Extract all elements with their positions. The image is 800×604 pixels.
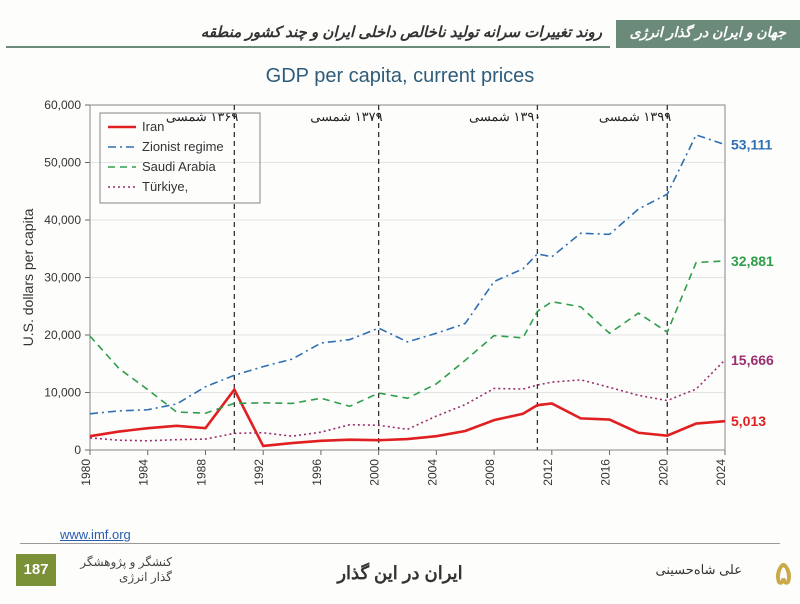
series-end-label: 15,666 <box>731 352 774 368</box>
x-tick-label: 2008 <box>483 459 497 486</box>
reference-label: ۱۳۶۹ شمسی <box>166 109 238 124</box>
y-tick-label: 30,000 <box>44 271 81 285</box>
y-tick-label: 0 <box>74 443 81 457</box>
x-tick-label: 2000 <box>368 459 382 486</box>
legend-label: Iran <box>142 119 164 134</box>
series-line <box>90 135 725 414</box>
header-tab-right: جهان و ایران در گذار انرژی <box>616 20 800 48</box>
y-tick-label: 50,000 <box>44 156 81 170</box>
x-tick-label: 1988 <box>194 459 208 486</box>
x-tick-label: 2020 <box>656 459 670 486</box>
series-line <box>90 261 725 413</box>
y-tick-label: 40,000 <box>44 213 81 227</box>
x-tick-label: 2012 <box>541 459 555 486</box>
author-name: علی شاه‌حسینی <box>656 562 743 578</box>
x-tick-label: 2016 <box>599 459 613 486</box>
header-tab-left: روند تغییرات سرانه تولید ناخالص داخلی ای… <box>6 20 610 48</box>
y-tick-label: 10,000 <box>44 386 81 400</box>
x-tick-label: 1980 <box>79 459 93 486</box>
x-tick-label: 2024 <box>714 459 728 486</box>
y-axis-label: U.S. dollars per capita <box>20 208 36 346</box>
source-link[interactable]: www.imf.org <box>60 527 131 542</box>
y-tick-label: 60,000 <box>44 98 81 112</box>
x-tick-label: 1992 <box>252 459 266 486</box>
slide-number: ۵ <box>775 554 792 592</box>
x-tick-label: 1996 <box>310 459 324 486</box>
legend-label: Saudi Arabia <box>142 159 216 174</box>
series-end-label: 53,111 <box>731 137 772 153</box>
chart-title: GDP per capita, current prices <box>266 65 535 87</box>
reference-label: ۱۳۷۹ شمسی <box>310 109 382 124</box>
legend-label: Türkiye, <box>142 179 188 194</box>
x-tick-label: 2004 <box>425 459 439 486</box>
series-end-label: 32,881 <box>731 253 774 269</box>
x-tick-label: 1984 <box>137 459 151 486</box>
gdp-chart: GDP per capita, current prices 0 10,000 20,… <box>15 60 785 500</box>
reference-label: ۱۳۹۹ شمسی <box>599 109 671 124</box>
legend-label: Zionist regime <box>142 139 224 154</box>
y-tick-label: 20,000 <box>44 328 81 342</box>
series-end-label: 5,013 <box>731 413 766 429</box>
footer-divider <box>20 543 780 544</box>
reference-label: ۱۳۹۰ شمسی <box>469 109 541 124</box>
